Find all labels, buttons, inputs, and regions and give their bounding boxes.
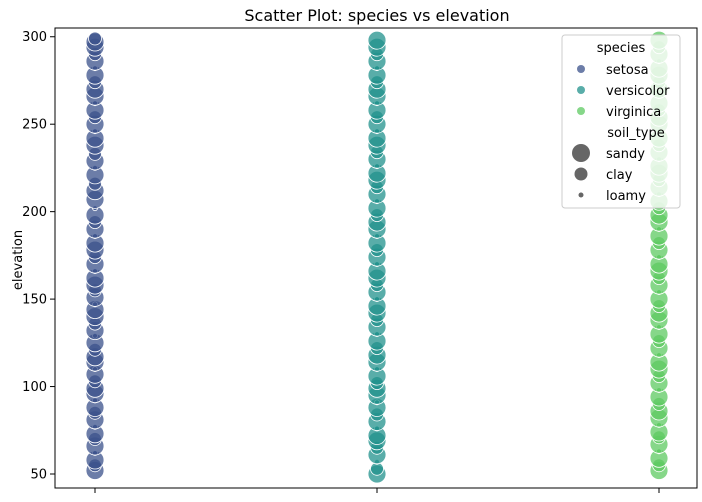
legend-marker-clay	[574, 167, 588, 181]
legend: species setosa versicolor virginica soil…	[561, 34, 681, 209]
legend-box	[561, 34, 681, 209]
chart-title: Scatter Plot: species vs elevation	[244, 6, 509, 25]
legend-marker-virginica	[577, 107, 585, 115]
legend-marker-versicolor	[577, 86, 585, 94]
legend-marker-setosa	[577, 65, 585, 73]
legend-label-virginica: virginica	[606, 105, 661, 120]
legend-label-sandy: sandy	[606, 147, 645, 162]
y-tick-label-50: 50	[30, 468, 47, 483]
y-tick-label-100: 100	[22, 380, 47, 395]
y-tick-label-250: 250	[22, 118, 47, 133]
legend-label-loamy: loamy	[606, 189, 646, 204]
legend-size-title: soil_type	[607, 126, 665, 141]
y-axis: 50 100 150 200 250 300	[22, 30, 55, 483]
y-axis-label: elevation	[11, 230, 26, 290]
legend-label-setosa: setosa	[606, 63, 649, 78]
legend-marker-sandy	[572, 144, 590, 162]
y-tick-label-150: 150	[22, 293, 47, 308]
y-tick-label-300: 300	[22, 30, 47, 45]
legend-label-versicolor: versicolor	[606, 84, 670, 99]
y-tick-label-200: 200	[22, 205, 47, 220]
legend-hue-title: species	[597, 41, 646, 56]
legend-label-clay: clay	[606, 168, 633, 183]
point-setosa-64	[88, 31, 102, 46]
point-versicolor-63	[367, 30, 387, 50]
x-axis	[94, 488, 660, 493]
legend-marker-loamy	[578, 192, 584, 198]
plot-area-frame	[54, 27, 698, 489]
